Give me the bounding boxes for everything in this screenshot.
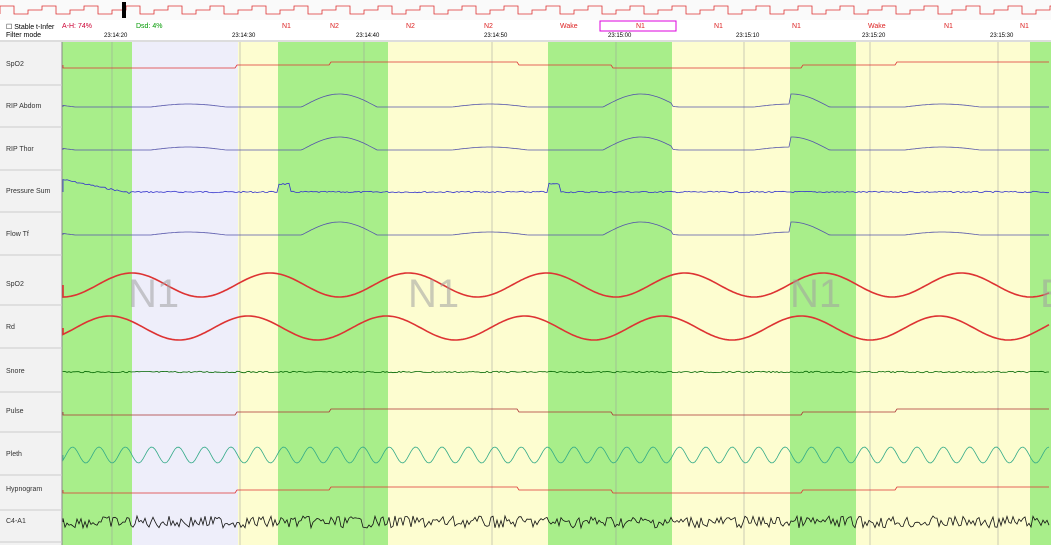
epoch-stage[interactable]: N1 bbox=[636, 23, 645, 30]
green-band bbox=[548, 42, 672, 545]
channel-trace bbox=[62, 221, 1049, 236]
epoch-stage[interactable]: N1 bbox=[282, 23, 291, 30]
epoch-stage[interactable]: Wake bbox=[868, 23, 886, 30]
desat-index: Dsd: 4% bbox=[136, 23, 163, 30]
epoch-stage[interactable]: N2 bbox=[406, 23, 415, 30]
stage-overlay: E bbox=[1040, 272, 1051, 317]
channel-label[interactable]: Hypnogram bbox=[6, 486, 43, 493]
epoch-stage[interactable]: Wake bbox=[560, 23, 578, 30]
time-label: 23:15:00 bbox=[608, 33, 632, 39]
time-label: 23:14:50 bbox=[484, 33, 508, 39]
channel-trace bbox=[62, 315, 1050, 341]
channel-label[interactable]: C4-A1 bbox=[6, 518, 26, 525]
channel-trace bbox=[62, 446, 1050, 464]
time-label: 23:15:10 bbox=[736, 33, 760, 39]
channel-label[interactable]: Pulse bbox=[6, 408, 24, 415]
top-strip bbox=[0, 0, 1051, 20]
green-band bbox=[1030, 42, 1051, 545]
channel-label[interactable]: Rd bbox=[6, 324, 15, 331]
stage-overlay: N1 bbox=[790, 272, 842, 316]
time-label: 23:15:30 bbox=[990, 33, 1014, 39]
epoch-stage[interactable]: N1 bbox=[1020, 23, 1029, 30]
time-label: 23:14:20 bbox=[104, 33, 128, 39]
channel-label[interactable]: Flow Tf bbox=[6, 231, 29, 238]
channel-trace bbox=[62, 136, 1049, 151]
epoch-stage[interactable]: N1 bbox=[714, 23, 723, 30]
time-label: 23:14:30 bbox=[232, 33, 256, 39]
channel-trace bbox=[62, 61, 1049, 69]
stable-checkbox[interactable]: ☐ Stable t-Infer bbox=[6, 24, 55, 31]
channel-trace bbox=[62, 408, 1049, 416]
channel-trace bbox=[62, 93, 1049, 108]
cursor-marker bbox=[122, 2, 126, 18]
channel-label[interactable]: Pleth bbox=[6, 451, 22, 458]
channel-label[interactable]: SpO2 bbox=[6, 61, 24, 68]
channel-trace bbox=[62, 179, 1050, 195]
channel-label[interactable]: RIP Abdom bbox=[6, 103, 42, 110]
channel-trace bbox=[62, 486, 1049, 494]
left-panel bbox=[0, 42, 62, 545]
channel-trace bbox=[62, 272, 1050, 298]
channel-label[interactable]: SpO2 bbox=[6, 281, 24, 288]
time-label: 23:15:20 bbox=[862, 33, 886, 39]
green-band bbox=[62, 42, 132, 545]
ah-index: A-H: 74% bbox=[62, 23, 92, 30]
epoch-stage[interactable]: N1 bbox=[792, 23, 801, 30]
epoch-stage[interactable]: N2 bbox=[484, 23, 493, 30]
selected-epoch bbox=[599, 20, 677, 32]
stage-overlay: N1 bbox=[408, 272, 460, 316]
channel-trace bbox=[62, 370, 1049, 374]
toolbar-bg bbox=[0, 20, 1051, 42]
green-band bbox=[278, 42, 388, 545]
checkbox-label: Stable t-Infer bbox=[14, 24, 55, 31]
hypnogram-trace bbox=[0, 5, 1051, 15]
epoch-stage[interactable]: N2 bbox=[330, 23, 339, 30]
channel-label[interactable]: Pressure Sum bbox=[6, 188, 51, 195]
epoch-stage[interactable]: N1 bbox=[944, 23, 953, 30]
channel-label[interactable]: Snore bbox=[6, 368, 25, 375]
channel-label[interactable]: RIP Thor bbox=[6, 146, 34, 153]
stage-overlay: N1 bbox=[128, 272, 180, 316]
channel-trace bbox=[62, 514, 1050, 530]
filter-label: Filter mode bbox=[6, 32, 42, 39]
time-label: 23:14:40 bbox=[356, 33, 380, 39]
